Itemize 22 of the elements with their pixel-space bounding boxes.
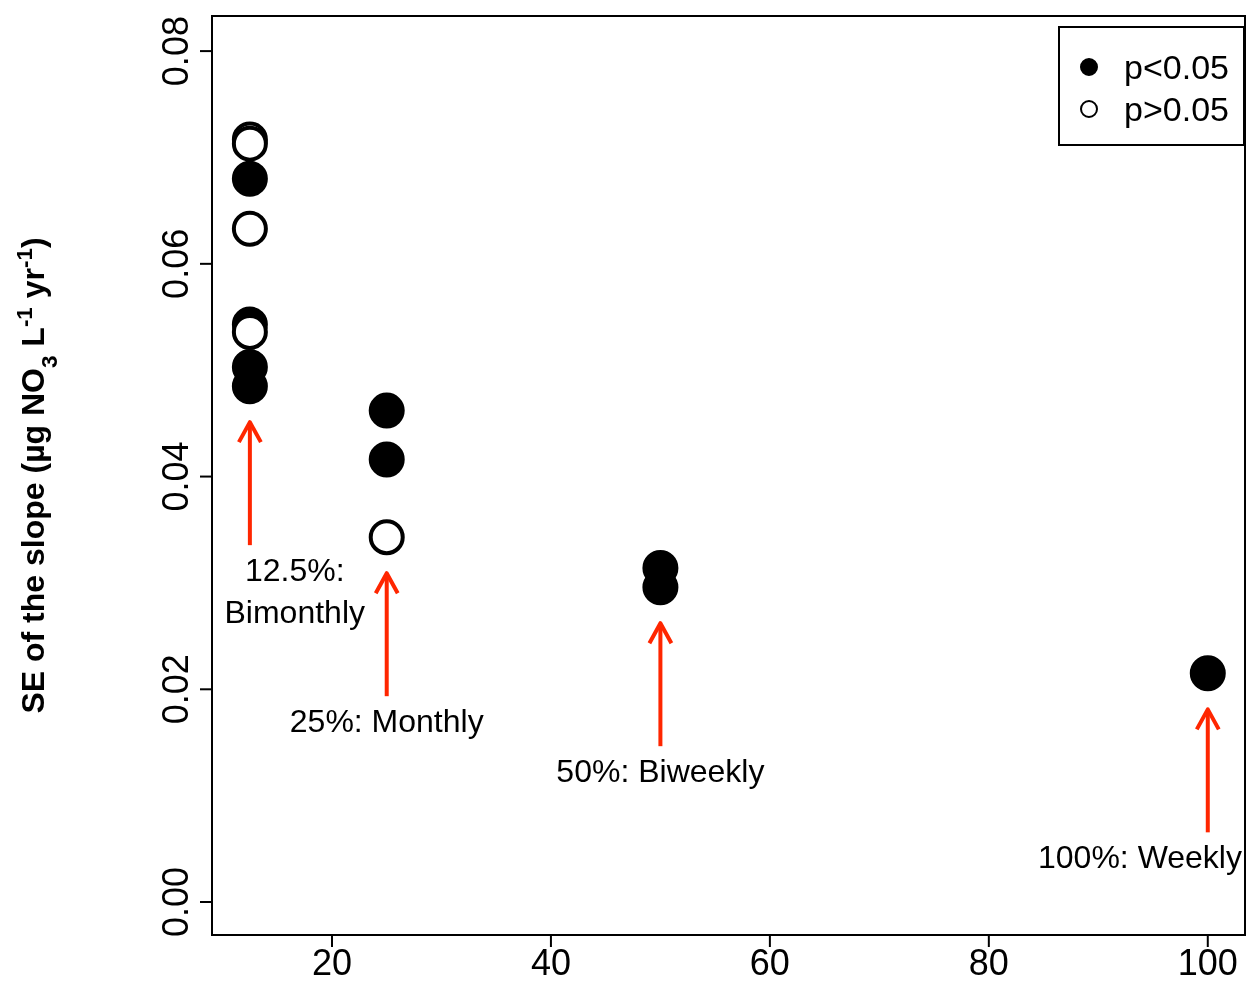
legend-label: p<0.05: [1124, 47, 1229, 87]
y-tick-label: 0.06: [155, 228, 196, 299]
point: [368, 441, 405, 478]
y-tick-label: 0.08: [155, 16, 196, 87]
x-tick-label: 20: [311, 941, 353, 983]
point: [368, 519, 405, 556]
x-tick-label: 100: [1177, 941, 1238, 983]
point: [368, 392, 405, 429]
y-tick-label: 0.04: [155, 441, 196, 512]
annotation: 25%: Monthly: [289, 703, 484, 740]
y-tick-label: 0.00: [155, 866, 196, 938]
x-tick-label: 40: [530, 941, 571, 983]
point: [1189, 655, 1226, 692]
x-tick-label: 80: [968, 941, 1009, 983]
annotation: 12.5%: Bimonthly: [224, 552, 365, 631]
annotation: 50%: Biweekly: [556, 753, 765, 790]
annotation: 100%: Weekly: [1038, 839, 1242, 876]
x-tick-label: 60: [749, 941, 790, 983]
point: [231, 210, 268, 247]
point: [231, 160, 268, 197]
y-tick-label: 0.02: [155, 654, 196, 725]
legend-label: p>0.05: [1124, 89, 1229, 129]
